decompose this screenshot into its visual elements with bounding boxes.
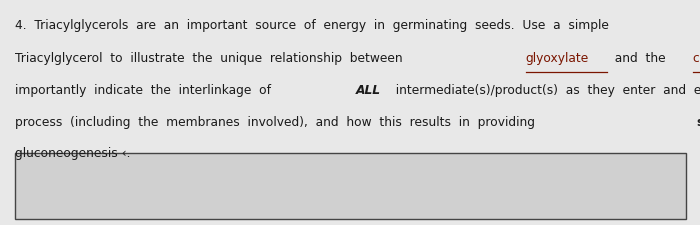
Text: 4.  Triacylglycerols  are  an  important  source  of  energy  in  germinating  s: 4. Triacylglycerols are an important sou… (15, 19, 609, 32)
Text: substrates(s): substrates(s) (696, 116, 700, 129)
Text: importantly  indicate  the  interlinkage  of: importantly indicate the interlinkage of (15, 84, 279, 97)
Text: glyoxylate: glyoxylate (526, 52, 589, 65)
Text: and  the: and the (607, 52, 673, 65)
Text: citric acid cycles: citric acid cycles (693, 52, 700, 65)
FancyBboxPatch shape (15, 153, 686, 219)
Text: intermediate(s)/product(s)  as  they  enter  and  exit  this: intermediate(s)/product(s) as they enter… (388, 84, 700, 97)
Text: gluconeogenesis ‹.: gluconeogenesis ‹. (15, 147, 131, 160)
Text: Triacylglycerol  to  illustrate  the  unique  relationship  between: Triacylglycerol to illustrate the unique… (15, 52, 411, 65)
Text: process  (including  the  membranes  involved),  and  how  this  results  in  pr: process (including the membranes involve… (15, 116, 543, 129)
Text: ALL: ALL (356, 84, 381, 97)
